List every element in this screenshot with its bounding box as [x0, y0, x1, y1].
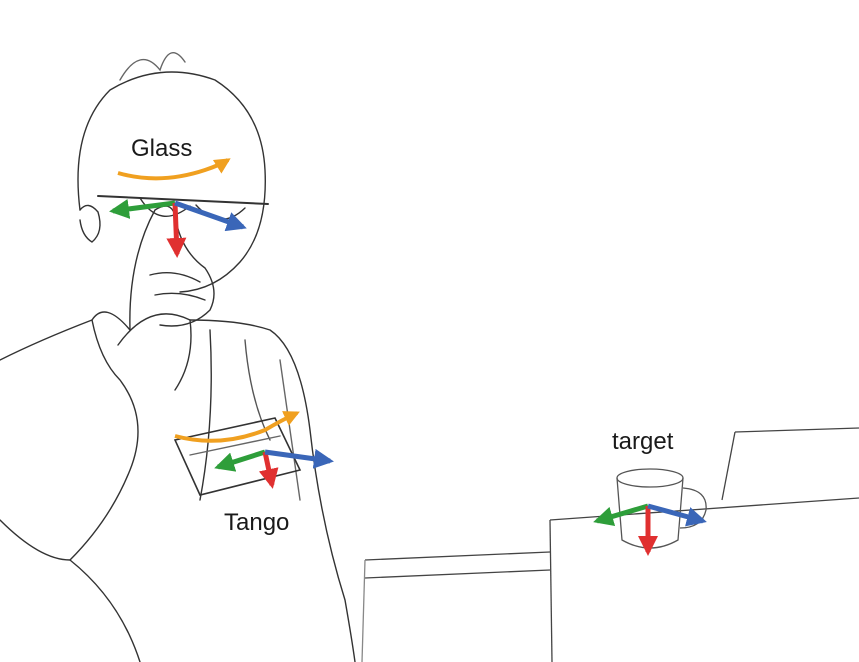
glass-axis-y	[166, 202, 187, 258]
glass-axis-x	[109, 199, 176, 219]
target-label: target	[612, 428, 674, 455]
target-frame	[593, 503, 707, 556]
tango-frame	[174, 411, 334, 489]
glass-frame	[109, 158, 247, 258]
tango-axis-x	[214, 449, 266, 472]
target-axis-z	[647, 503, 707, 527]
person-sketch	[0, 52, 356, 662]
background-furniture	[361, 427, 859, 662]
tango-axis-y	[258, 451, 279, 489]
tango-label: Tango	[224, 509, 290, 536]
tango-rotation-arrow	[174, 411, 300, 443]
glass-axis-z	[174, 200, 247, 232]
glass-label: Glass	[131, 135, 193, 162]
glass-rotation-arrow	[117, 158, 231, 181]
tango-axis-z	[264, 448, 334, 469]
target-axis-x	[593, 503, 649, 527]
